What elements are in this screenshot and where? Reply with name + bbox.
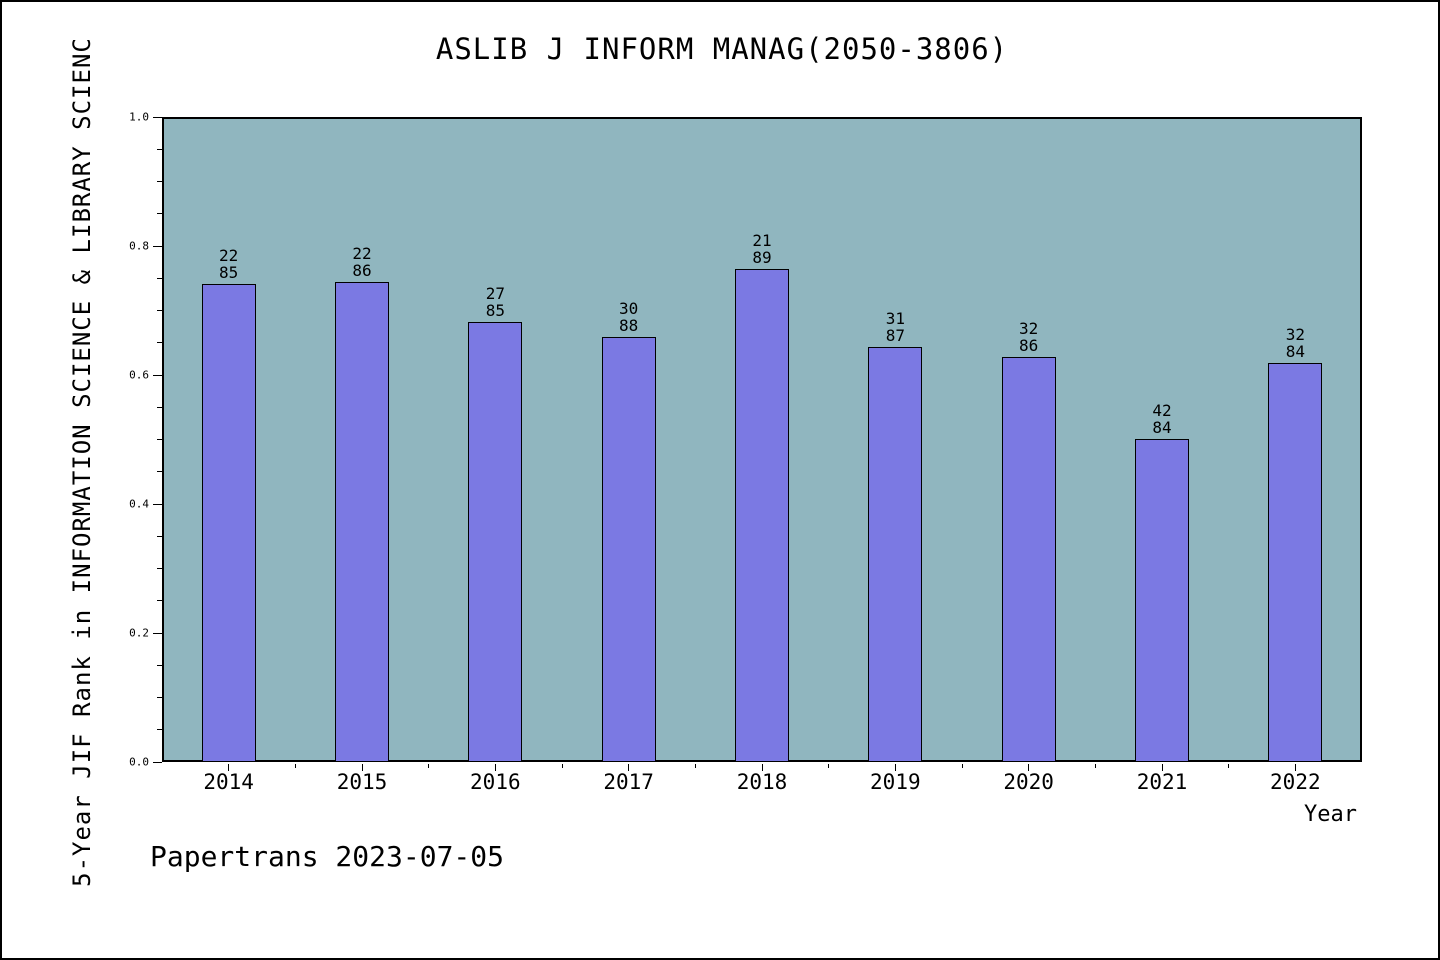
bar-total-value: 88 — [619, 316, 639, 335]
x-tick-label: 2016 — [470, 770, 521, 794]
footer-annotation: Papertrans 2023-07-05 — [150, 840, 505, 873]
y-major-tick — [153, 374, 162, 376]
x-tick-label: 2014 — [203, 770, 254, 794]
bar-total-value: 86 — [1019, 336, 1039, 355]
x-major-tick — [761, 764, 763, 771]
bar-2020 — [1001, 357, 1056, 762]
bar-value-label: 31 87 — [865, 310, 925, 344]
x-major-tick — [228, 764, 230, 771]
chart-title: ASLIB J INFORM MANAG(2050-3806) — [435, 32, 1009, 66]
y-minor-tick — [157, 664, 162, 666]
bar-rank-value: 27 — [485, 284, 505, 303]
bar-value-label: 22 86 — [332, 245, 392, 279]
bar-total-value: 84 — [1285, 342, 1305, 361]
bar-2022 — [1268, 363, 1323, 762]
bar-rank-value: 31 — [885, 309, 905, 328]
bar-2016 — [468, 322, 523, 762]
bar-value-label: 32 84 — [1265, 326, 1325, 360]
x-major-tick — [894, 764, 896, 771]
bar-value-label: 27 85 — [465, 285, 525, 319]
x-minor-tick — [694, 764, 696, 768]
y-axis-label: 5-Year JIF Rank in INFORMATION SCIENCE &… — [68, 37, 96, 887]
y-minor-tick — [157, 535, 162, 537]
y-major-tick — [153, 503, 162, 505]
y-major-tick — [153, 761, 162, 763]
bar-rank-value: 42 — [1152, 401, 1172, 420]
y-minor-tick — [157, 697, 162, 698]
bar-2018 — [735, 269, 789, 762]
x-major-tick — [1294, 764, 1296, 771]
x-major-tick — [361, 764, 363, 771]
x-tick-label: 2021 — [1136, 770, 1188, 794]
x-tick-label: 2017 — [603, 770, 654, 794]
x-major-tick — [1028, 764, 1030, 771]
bar-total-value: 84 — [1152, 418, 1172, 437]
bar-2014 — [201, 284, 256, 762]
y-tick-label: 0.4 — [129, 497, 149, 511]
y-major-tick — [153, 245, 162, 247]
x-minor-tick — [828, 764, 830, 768]
y-tick-label: 1.0 — [129, 110, 149, 124]
bar-rank-value: 22 — [219, 246, 239, 265]
x-minor-tick — [1094, 764, 1096, 768]
y-minor-tick — [157, 342, 162, 344]
y-minor-tick — [157, 729, 162, 731]
y-minor-tick — [157, 213, 162, 215]
x-minor-tick — [428, 764, 430, 768]
bar-total-value: 86 — [352, 261, 372, 280]
x-minor-tick — [1228, 764, 1230, 768]
y-minor-tick — [157, 310, 162, 311]
x-tick-label: 2020 — [1003, 770, 1054, 794]
x-major-tick — [494, 764, 496, 771]
y-minor-tick — [157, 471, 162, 473]
bar-total-value: 85 — [485, 301, 505, 320]
bar-rank-value: 22 — [352, 244, 372, 263]
x-tick-label: 2015 — [336, 770, 388, 794]
y-minor-tick — [157, 568, 162, 569]
y-minor-tick — [157, 439, 162, 440]
x-major-tick — [1161, 764, 1163, 771]
x-minor-tick — [561, 764, 563, 768]
y-minor-tick — [157, 277, 162, 279]
x-tick-label: 2019 — [870, 770, 921, 794]
bar-2021 — [1135, 439, 1189, 762]
bar-value-label: 22 85 — [199, 247, 259, 281]
bar-value-label: 21 89 — [732, 232, 792, 266]
bar-rank-value: 21 — [752, 231, 772, 250]
y-minor-tick — [157, 181, 162, 182]
bar-2019 — [868, 347, 923, 762]
bar-total-value: 89 — [752, 248, 772, 267]
bar-2017 — [601, 337, 656, 762]
bar-rank-value: 30 — [619, 299, 639, 318]
x-axis-label: Year — [1304, 802, 1357, 827]
y-major-tick — [153, 116, 162, 118]
bar-value-label: 30 88 — [599, 300, 659, 334]
y-major-tick — [153, 632, 162, 634]
x-minor-tick — [294, 764, 296, 768]
y-minor-tick — [157, 406, 162, 408]
y-tick-label: 0.8 — [129, 239, 149, 253]
bar-value-label: 42 84 — [1132, 402, 1192, 436]
x-tick-label: 2018 — [736, 770, 788, 794]
y-minor-tick — [157, 600, 162, 602]
bar-rank-value: 32 — [1019, 319, 1039, 338]
x-tick-label: 2022 — [1270, 770, 1321, 794]
bar-rank-value: 32 — [1285, 325, 1305, 344]
y-tick-label: 0.6 — [129, 368, 149, 382]
y-minor-tick — [157, 148, 162, 150]
bar-total-value: 85 — [219, 263, 239, 282]
y-tick-label: 0.0 — [129, 755, 149, 769]
x-minor-tick — [961, 764, 963, 768]
bar-total-value: 87 — [885, 326, 905, 345]
bar-2015 — [335, 282, 389, 762]
bar-value-label: 32 86 — [999, 320, 1059, 354]
x-major-tick — [628, 764, 630, 771]
y-tick-label: 0.2 — [129, 626, 149, 640]
